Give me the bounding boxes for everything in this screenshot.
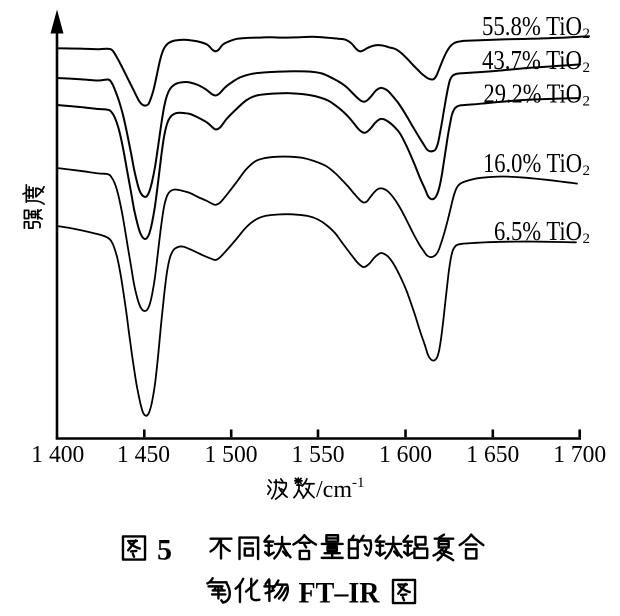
svg-text:6.5% TiO: 6.5% TiO bbox=[494, 215, 582, 246]
svg-text:1 700: 1 700 bbox=[553, 442, 606, 468]
svg-text:1 500: 1 500 bbox=[205, 442, 258, 468]
svg-text:FT–IR: FT–IR bbox=[299, 577, 380, 610]
svg-text:2: 2 bbox=[583, 231, 591, 247]
svg-text:43.7% TiO: 43.7% TiO bbox=[482, 44, 582, 75]
svg-text:-1: -1 bbox=[352, 475, 365, 491]
svg-text:29.2% TiO: 29.2% TiO bbox=[484, 77, 583, 108]
svg-text:1 650: 1 650 bbox=[466, 442, 519, 468]
svg-text:2: 2 bbox=[583, 60, 591, 76]
svg-text:1 550: 1 550 bbox=[292, 442, 345, 468]
svg-text:16.0% TiO: 16.0% TiO bbox=[483, 147, 582, 178]
svg-text:1 450: 1 450 bbox=[117, 442, 170, 468]
svg-text:2: 2 bbox=[583, 93, 591, 109]
svg-text:/cm: /cm bbox=[316, 477, 352, 503]
svg-text:1 400: 1 400 bbox=[31, 442, 84, 468]
svg-text:2: 2 bbox=[583, 163, 591, 179]
svg-text:5: 5 bbox=[157, 534, 172, 567]
svg-text:55.8% TiO: 55.8% TiO bbox=[482, 10, 582, 41]
svg-text:2: 2 bbox=[583, 26, 591, 42]
svg-text:1 600: 1 600 bbox=[379, 442, 432, 468]
